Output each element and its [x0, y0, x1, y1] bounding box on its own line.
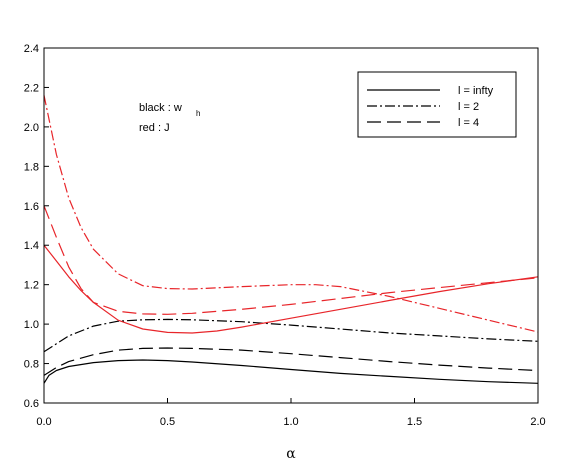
x-axis-title: α — [286, 446, 296, 462]
series-line-black-dashed — [43, 347, 539, 376]
y-tick-label: 1.4 — [24, 240, 39, 252]
series-line-red-solid — [43, 244, 539, 334]
annotation-black: black : w h — [139, 102, 200, 118]
x-tick-label: 0.5 — [160, 416, 175, 428]
x-tick-label: 0.0 — [36, 416, 51, 428]
annotation-black-subscript: h — [196, 109, 200, 118]
legend-label: l = infty — [458, 85, 494, 97]
y-tick-label: 1.0 — [24, 319, 39, 331]
x-tick-label: 2.0 — [530, 416, 545, 428]
y-tick-label: 0.8 — [24, 359, 39, 371]
series-layer — [43, 95, 539, 384]
y-tick-label: 0.6 — [24, 398, 39, 410]
y-tick-label: 2.0 — [24, 122, 39, 134]
x-tick-label: 1.0 — [283, 416, 298, 428]
legend-label: l = 4 — [458, 117, 479, 129]
annotation-red-label: red : J — [139, 122, 170, 134]
legend-label: l = 2 — [458, 101, 479, 113]
y-tick-label: 1.2 — [24, 280, 39, 292]
y-tick-label: 1.8 — [24, 161, 39, 173]
series-line-red-dashed — [43, 205, 539, 315]
y-tick-label: 1.6 — [24, 201, 39, 213]
legend-items: l = infty l = 2 l = 4 — [367, 85, 494, 129]
series-line-red-dashdot — [43, 95, 539, 333]
ticks-layer: 0.6 0.8 1.0 1.2 1.4 1.6 1.8 2.0 2.2 2.4 0.0 0.5 1.0 1… — [24, 43, 546, 428]
y-tick-label: 2.2 — [24, 82, 39, 94]
annotation-black-label: black : w — [139, 102, 182, 114]
legend-box — [357, 71, 517, 138]
x-tick-label: 1.5 — [407, 416, 422, 428]
legend: l = infty l = 2 l = 4 — [357, 71, 517, 138]
y-tick-label: 2.4 — [24, 43, 39, 55]
series-line-black-solid — [43, 359, 539, 384]
series-line-black-dashdot — [43, 318, 539, 353]
